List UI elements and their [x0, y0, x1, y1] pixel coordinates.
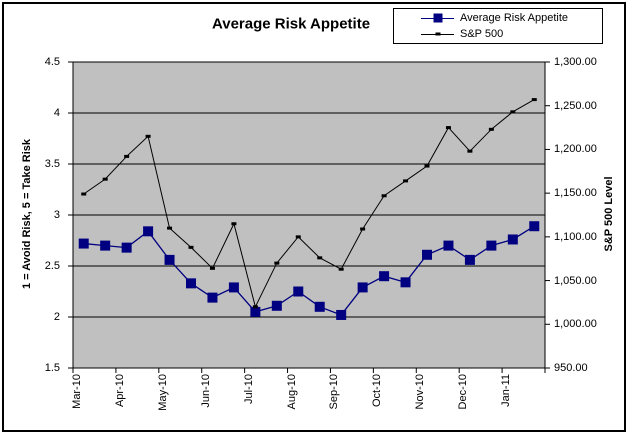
risk-appetite-marker [78, 238, 89, 249]
legend-item-sp500: S&P 500 [421, 26, 602, 42]
sp500-marker [510, 110, 516, 114]
risk-appetite-marker [207, 292, 218, 303]
risk-appetite-marker [100, 240, 111, 251]
sp500-marker [231, 222, 237, 226]
sp500-series-marker-icon [421, 29, 454, 40]
risk-appetite-marker [336, 309, 347, 320]
risk-appetite-marker [422, 249, 432, 260]
sp500-marker [209, 266, 215, 270]
x-axis-tick-label: Dec-10 [457, 374, 470, 410]
risk-appetite-marker [379, 271, 390, 282]
sp500-marker [188, 245, 194, 249]
risk-appetite-marker [357, 282, 368, 293]
left-axis-tick-label: 2.5 [44, 260, 60, 272]
x-axis-tick-label: Mar-10 [71, 374, 83, 409]
left-axis-tick-label: 4.5 [44, 56, 60, 68]
left-axis-tick-label: 1.5 [44, 362, 60, 374]
risk-appetite-series-marker-icon [421, 13, 454, 24]
risk-appetite-marker [143, 226, 154, 237]
risk-appetite-marker [271, 300, 282, 311]
x-axis-tick-label: Jan-11 [500, 374, 513, 407]
left-axis-tick-label: 2 [53, 311, 60, 323]
sp500-marker [338, 267, 344, 271]
legend-item-risk-appetite: Average Risk Appetite [421, 10, 602, 26]
right-axis-tick-label: 1,300.00 [554, 56, 597, 68]
sp500-marker [167, 226, 173, 230]
risk-appetite-marker [464, 254, 475, 265]
legend-label-risk-appetite: Average Risk Appetite [460, 12, 569, 24]
sp500-marker [381, 194, 387, 198]
sp500-marker [531, 98, 537, 102]
x-axis-tick-label: Jun-10 [199, 374, 212, 408]
risk-appetite-marker [314, 301, 325, 312]
sp500-marker [488, 127, 494, 131]
left-axis-tick-label: 4 [53, 107, 60, 119]
right-axis-tick-label: 950.00 [554, 362, 588, 374]
risk-appetite-line [83, 225, 535, 316]
sp500-marker [424, 164, 430, 168]
right-axis-tick-label: 1,100.00 [554, 230, 597, 243]
sp500-marker [124, 154, 130, 158]
sp500-marker [145, 134, 151, 138]
chart-border [2, 2, 626, 432]
risk-appetite-marker [507, 234, 518, 245]
sp500-marker [317, 256, 323, 260]
right-axis-tick-label: 1,000.00 [554, 318, 597, 331]
risk-appetite-marker [486, 240, 497, 251]
legend: Average Risk Appetite S&P 500 [393, 8, 603, 44]
risk-appetite-marker [164, 254, 175, 265]
sp500-marker [295, 235, 301, 239]
x-axis-tick-label: Apr-10 [113, 374, 126, 408]
risk-appetite-marker [186, 278, 196, 289]
right-axis-tick-label: 1,050.00 [554, 274, 597, 287]
risk-appetite-marker [250, 306, 261, 317]
risk-appetite-marker [529, 221, 540, 232]
x-axis-tick-label: Sep-10 [328, 374, 341, 410]
right-axis-tick-label: 1,250.00 [554, 99, 597, 112]
risk-appetite-marker [121, 242, 132, 253]
x-axis-tick-label: Jul-10 [242, 374, 255, 404]
sp500-marker [102, 177, 108, 181]
left-axis-tick-label: 3.5 [44, 158, 60, 170]
risk-appetite-marker [400, 277, 411, 288]
x-axis-tick-label: Aug-10 [285, 374, 298, 410]
x-axis-tick-label: Oct-10 [371, 374, 384, 408]
sp500-line [83, 99, 535, 309]
risk-appetite-marker [443, 240, 454, 251]
legend-label-sp500: S&P 500 [460, 28, 504, 40]
sp500-marker [403, 179, 409, 183]
risk-appetite-marker [293, 286, 304, 297]
chart-title: Average Risk Appetite [211, 15, 371, 33]
left-axis-tick-label: 3 [53, 209, 60, 221]
right-axis-tick-label: 1,200.00 [554, 143, 597, 156]
sp500-marker [274, 261, 280, 265]
x-axis-tick-label: May-10 [156, 374, 169, 411]
sp500-marker [252, 305, 258, 309]
sp500-marker [81, 192, 87, 196]
x-axis-tick-label: Nov-10 [414, 374, 427, 410]
sp500-marker [467, 149, 473, 153]
sp500-marker [445, 126, 451, 130]
sp500-marker [360, 227, 366, 231]
right-axis-tick-label: 1,150.00 [554, 187, 597, 200]
risk-appetite-marker [228, 282, 239, 293]
